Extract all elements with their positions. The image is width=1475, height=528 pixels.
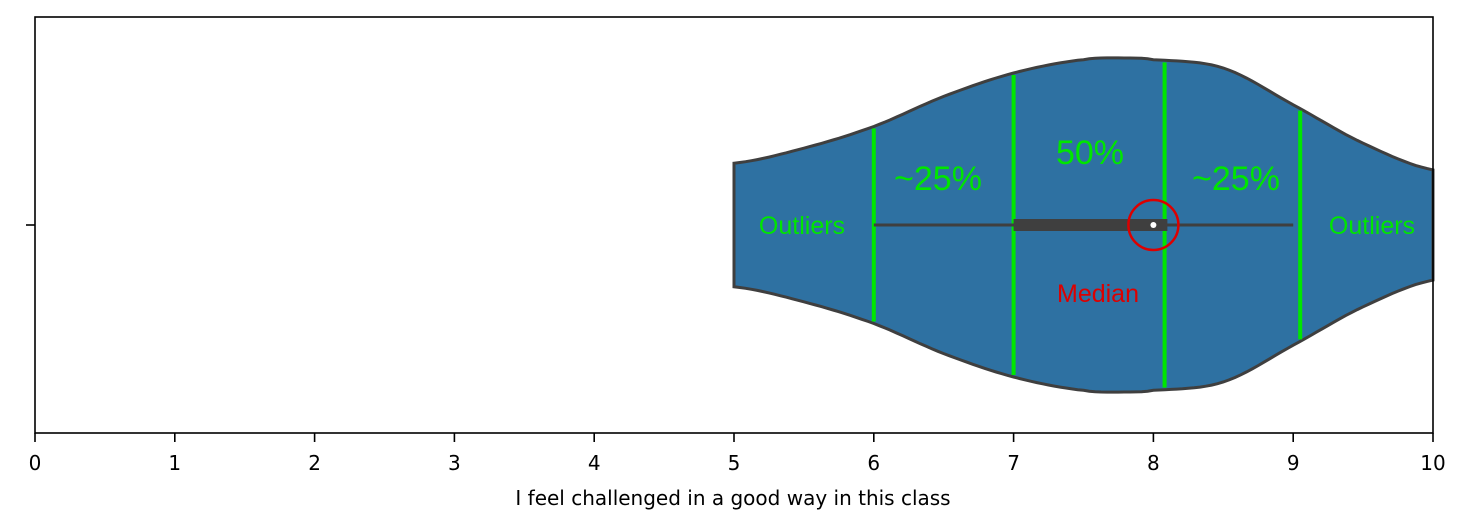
annotation-middle-half: 50% (1056, 134, 1124, 172)
median-dot (1150, 222, 1157, 228)
iqr-box (1013, 219, 1168, 231)
box-layer (873, 198, 1294, 252)
annotation-left-outliers: Outliers (759, 212, 845, 240)
x-tick-label: 3 (448, 451, 461, 475)
x-tick-label: 4 (588, 451, 601, 475)
x-tick-label: 1 (168, 451, 181, 475)
x-tick-label: 8 (1147, 451, 1160, 475)
x-tick-label: 10 (1420, 451, 1445, 475)
x-tick-label: 0 (29, 451, 42, 475)
annotation-median: Median (1057, 280, 1139, 308)
x-tick-label: 9 (1287, 451, 1300, 475)
x-tick-label: 6 (867, 451, 880, 475)
x-tick-label: 5 (728, 451, 741, 475)
x-tick-label: 7 (1007, 451, 1020, 475)
x-axis-ticks: 0 1 2 3 4 5 6 7 8 9 10 (29, 433, 1446, 475)
annotation-left-quartile: ~25% (894, 160, 982, 198)
annotation-right-quartile: ~25% (1192, 160, 1280, 198)
median-highlight-circle (1127, 198, 1180, 252)
x-axis-title: I feel challenged in a good way in this … (515, 486, 950, 510)
annotation-right-outliers: Outliers (1329, 212, 1415, 240)
x-tick-label: 2 (308, 451, 321, 475)
